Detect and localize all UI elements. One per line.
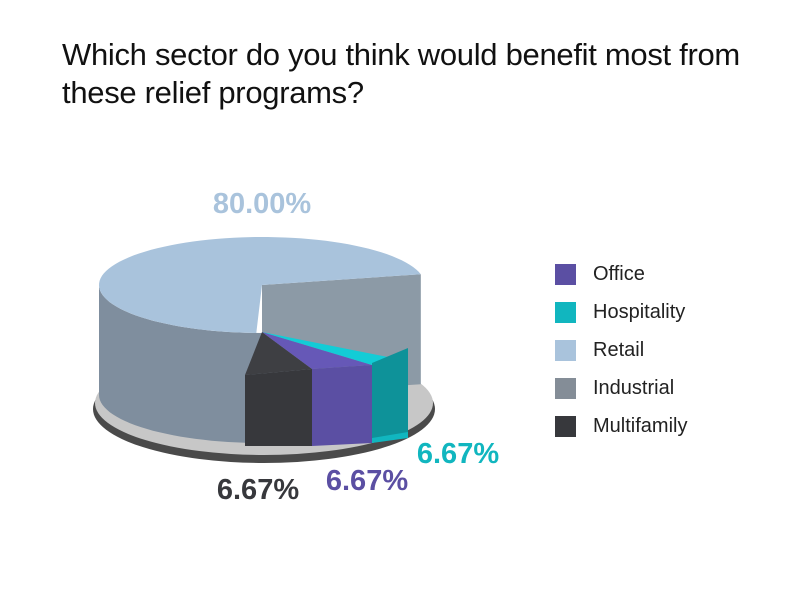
legend-item-hospitality: Hospitality [555, 293, 687, 331]
slice-office-top [262, 332, 372, 369]
legend-item-multifamily: Multifamily [555, 407, 687, 445]
legend-label: Retail [593, 338, 645, 361]
legend-label: Office [593, 262, 645, 285]
legend: Office Hospitality Retail Industrial Multifa… [555, 255, 687, 445]
legend-swatch [555, 301, 576, 323]
legend-swatch [555, 377, 576, 399]
legend-swatch [555, 339, 576, 361]
data-label-hospitality: 6.67% [417, 438, 499, 470]
pie-layer [93, 237, 435, 463]
data-label-office: 6.67% [326, 465, 408, 497]
slice-hospitality-top [262, 332, 408, 365]
data-label-multifamily: 6.67% [217, 474, 299, 506]
slice-retail-wall [99, 285, 262, 443]
slice-office-wall [312, 365, 372, 446]
slice-retail-top [99, 237, 421, 333]
legend-label: Hospitality [593, 300, 686, 323]
legend-item-industrial: Industrial [555, 369, 687, 407]
legend-label: Multifamily [593, 414, 688, 437]
chart-title: Which sector do you think would benefit … [62, 37, 740, 110]
legend-label: Industrial [593, 376, 675, 399]
legend-swatch [555, 263, 576, 285]
slice-multifamily-wall [245, 369, 312, 446]
legend-item-retail: Retail [555, 331, 687, 369]
slice-hospitality-side [372, 348, 408, 438]
label-layer: 80.00% 6.67% 6.67% 6.67% [213, 188, 500, 506]
legend-swatch [555, 415, 576, 437]
data-label-retail: 80.00% [213, 188, 312, 220]
legend-item-office: Office [555, 255, 687, 293]
slice-multifamily-top [245, 332, 312, 375]
